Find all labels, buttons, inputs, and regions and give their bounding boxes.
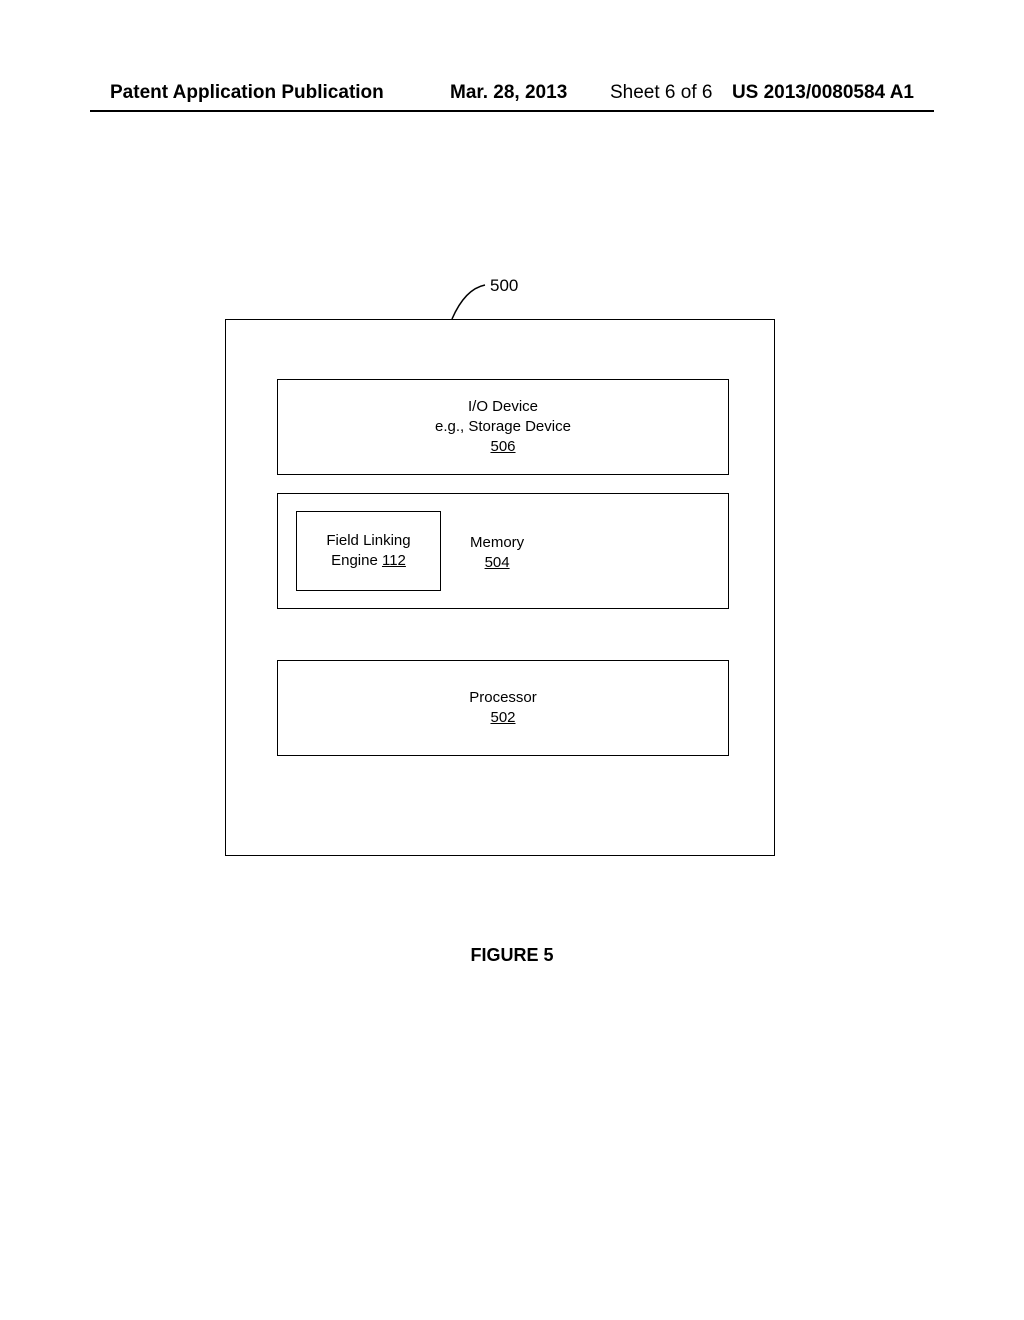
page: Patent Application Publication Mar. 28, … (0, 0, 1024, 1320)
fieldlink-line1: Field Linking (297, 531, 440, 551)
fieldlink-ref: 112 (382, 552, 406, 569)
header-date: Mar. 28, 2013 (450, 82, 567, 104)
header-publication: Patent Application Publication (110, 82, 384, 104)
processor-label: Processor (278, 688, 728, 708)
leader-line-icon (445, 279, 495, 321)
header-sheet: Sheet 6 of 6 (610, 82, 712, 104)
io-device-box: I/O Device e.g., Storage Device 506 (277, 379, 729, 475)
memory-ref: 504 (470, 553, 524, 573)
header-patent-number: US 2013/0080584 A1 (732, 82, 914, 104)
io-ref: 506 (278, 437, 728, 457)
processor-ref: 502 (278, 708, 728, 728)
figure-caption: FIGURE 5 (0, 945, 1024, 966)
fieldlink-line2-prefix: Engine (331, 552, 382, 569)
field-linking-engine-box: Field Linking Engine 112 (296, 511, 441, 591)
fieldlink-line2: Engine 112 (297, 551, 440, 571)
memory-label-text: Memory (470, 533, 524, 553)
io-line2: e.g., Storage Device (278, 417, 728, 437)
header-rule (90, 110, 934, 112)
memory-label-block: Memory 504 (470, 533, 524, 574)
processor-box: Processor 502 (277, 660, 729, 756)
io-line1: I/O Device (278, 397, 728, 417)
